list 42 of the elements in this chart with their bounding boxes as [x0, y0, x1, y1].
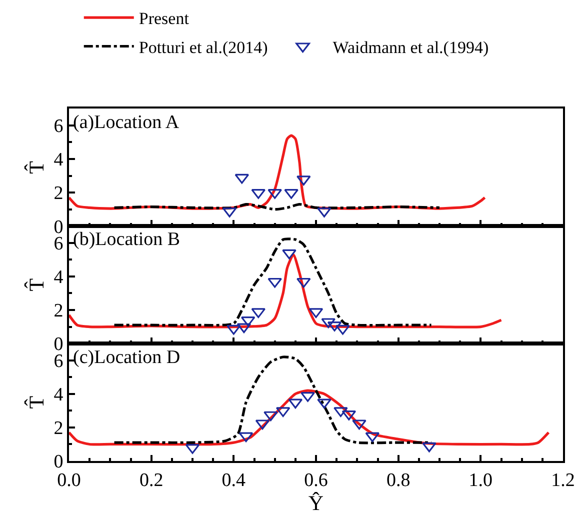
point — [317, 207, 332, 218]
x-tick-label: 0.4 — [222, 470, 246, 491]
point — [222, 207, 237, 218]
annotation: (c)Location D — [73, 347, 180, 368]
y-axis-title: T̂ — [24, 396, 48, 409]
x-tick-label: 1.2 — [551, 470, 575, 491]
point — [422, 442, 436, 452]
point — [255, 420, 270, 430]
y-tick-label: 2 — [54, 183, 64, 204]
point — [264, 411, 278, 422]
legend-label: Potturi et al.(2014) — [138, 38, 268, 57]
point — [226, 324, 241, 335]
point — [288, 398, 303, 409]
x-tick-label: 0.8 — [386, 470, 410, 491]
point — [296, 278, 311, 288]
x-tick-label: 1.0 — [468, 470, 493, 491]
point — [352, 420, 366, 430]
x-tick-label: 0.2 — [139, 470, 164, 491]
y-tick-label: 6 — [54, 116, 64, 138]
legend-label: Present — [138, 9, 190, 28]
legend-label: Waidmann et al.(1994) — [332, 38, 489, 57]
point — [336, 324, 350, 335]
point — [365, 432, 380, 442]
y-tick-label: 2 — [54, 418, 64, 440]
point — [236, 323, 252, 334]
y-tick-label: 2 — [54, 300, 64, 322]
point — [342, 410, 356, 420]
annotation: (b)Location B — [73, 229, 180, 250]
point — [282, 249, 296, 260]
point — [238, 432, 254, 442]
point — [234, 174, 250, 184]
point — [317, 398, 332, 409]
x-tick-label: 0.6 — [304, 470, 328, 491]
y-tick-label: 4 — [54, 267, 64, 288]
annotation: (a)Location A — [73, 112, 180, 133]
y-axis-title: T̂ — [24, 160, 48, 174]
y-tick-label: 4 — [54, 384, 64, 406]
point — [268, 278, 282, 288]
x-axis-title: Ŷ — [308, 490, 324, 515]
y-axis-title: T̂ — [24, 278, 48, 292]
point — [321, 318, 336, 328]
y-tick-label: 4 — [54, 150, 64, 171]
